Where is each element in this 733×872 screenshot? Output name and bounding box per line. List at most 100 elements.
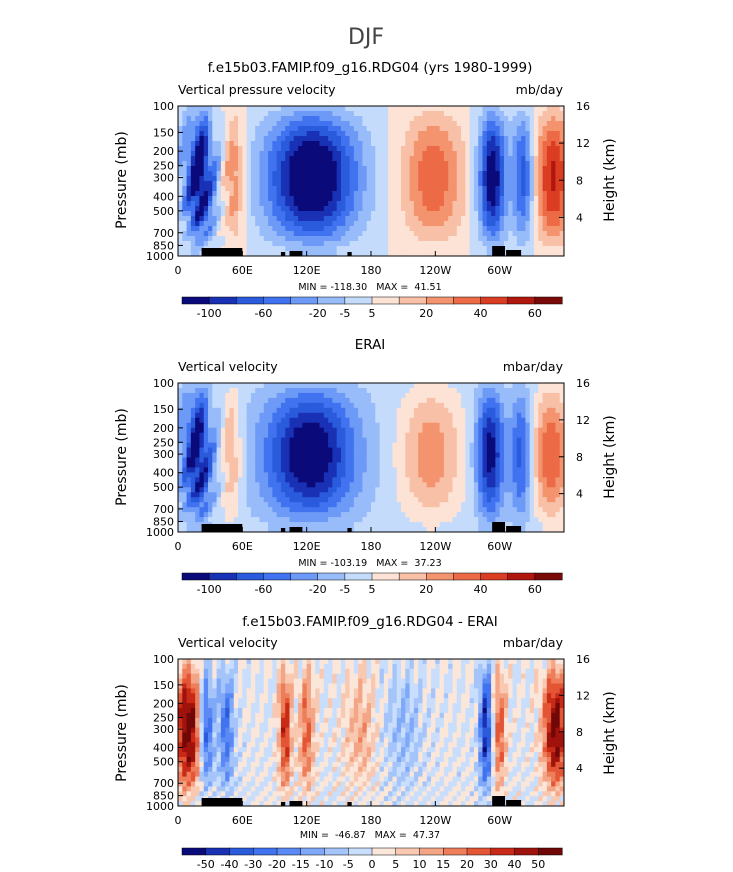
- heat-cell: [263, 467, 269, 473]
- heat-cell: [323, 151, 329, 157]
- heat-cell: [332, 236, 338, 242]
- heat-cell: [418, 442, 423, 448]
- heat-cell: [358, 186, 363, 192]
- colorbar-label: 20: [419, 307, 433, 320]
- heat-cell: [555, 171, 561, 177]
- heat-cell: [396, 226, 402, 232]
- heat-cell: [388, 211, 393, 217]
- heat-cell: [332, 146, 338, 152]
- heat-cell: [448, 402, 453, 409]
- heat-cell: [452, 472, 458, 478]
- heat-cell: [448, 432, 453, 439]
- heat-cell: [345, 131, 350, 137]
- heat-cell: [516, 156, 522, 162]
- heat-cell: [375, 397, 380, 404]
- heat-cell: [452, 497, 458, 503]
- heat-cell: [503, 191, 509, 197]
- heat-cell: [405, 392, 410, 399]
- heat-cell: [431, 111, 436, 117]
- heat-cell: [508, 383, 513, 389]
- heat-cell: [220, 417, 226, 424]
- heat-cell: [555, 216, 561, 222]
- heat-cell: [503, 422, 509, 429]
- heat-cell: [388, 141, 393, 147]
- heat-cell: [353, 221, 359, 227]
- heat-cell: [276, 502, 282, 508]
- heat-cell: [216, 447, 222, 453]
- heat-cell: [259, 136, 265, 142]
- heat-cell: [268, 111, 273, 117]
- heat-cell: [298, 166, 303, 172]
- heat-cell: [383, 492, 389, 498]
- heat-cell: [203, 241, 209, 247]
- heat-cell: [336, 432, 342, 439]
- heat-cell: [546, 111, 552, 117]
- heat-cell: [332, 196, 338, 202]
- heat-cell: [409, 497, 415, 503]
- heat-cell: [220, 467, 226, 473]
- heat-cell: [199, 181, 205, 187]
- heat-cell: [242, 141, 248, 147]
- heat-cell: [310, 251, 316, 257]
- y-axis-title: Pressure (mb): [114, 131, 130, 229]
- heat-cell: [491, 412, 496, 419]
- heat-cell: [178, 432, 183, 439]
- heat-cell: [353, 211, 359, 217]
- heat-cell: [516, 231, 522, 237]
- heat-cell: [533, 246, 539, 252]
- heat-cell: [422, 387, 428, 394]
- heat-cell: [242, 221, 248, 227]
- heat-cell: [431, 437, 436, 443]
- heat-cell: [405, 497, 410, 503]
- heat-cell: [503, 166, 509, 172]
- heat-cell: [559, 447, 565, 453]
- heat-cell: [349, 422, 355, 429]
- heat-cell: [508, 477, 513, 483]
- heat-cell: [516, 246, 522, 252]
- heat-cell: [512, 111, 518, 117]
- heat-cell: [388, 181, 393, 187]
- heat-cell: [255, 171, 260, 177]
- heat-cell: [521, 161, 526, 167]
- heat-cell: [345, 106, 350, 112]
- heat-cell: [461, 462, 466, 468]
- heat-cell: [336, 136, 342, 142]
- heat-cell: [478, 116, 483, 122]
- heat-cell: [491, 226, 496, 232]
- heat-cell: [461, 241, 466, 247]
- heat-cell: [443, 196, 449, 202]
- heat-cell: [280, 141, 286, 147]
- heat-cell: [208, 231, 213, 237]
- heat-cell: [529, 467, 535, 473]
- heat-cell: [499, 437, 505, 443]
- heat-cell: [310, 412, 316, 419]
- heat-cell: [456, 146, 462, 152]
- heat-cell: [542, 432, 548, 439]
- heat-cell: [306, 251, 312, 257]
- heat-cell: [323, 467, 329, 473]
- heat-cell: [538, 216, 543, 222]
- heat-cell: [319, 151, 325, 157]
- heat-cell: [379, 116, 385, 122]
- heat-cell: [379, 156, 385, 162]
- heat-cell: [375, 221, 380, 227]
- heat-cell: [285, 156, 290, 162]
- heat-cell: [422, 231, 428, 237]
- heat-cell: [310, 427, 316, 434]
- heat-cell: [353, 487, 359, 493]
- heat-cell: [216, 437, 222, 443]
- heat-cell: [439, 216, 445, 222]
- heat-cell: [366, 392, 372, 399]
- heat-cell: [178, 402, 183, 409]
- heat-cell: [388, 487, 393, 493]
- heat-cell: [555, 161, 561, 167]
- heat-cell: [555, 422, 561, 429]
- heat-cell: [551, 412, 556, 419]
- heat-cell: [208, 442, 213, 448]
- heat-cell: [383, 397, 389, 404]
- heat-cell: [216, 216, 222, 222]
- heat-cell: [349, 146, 355, 152]
- heat-cell: [465, 246, 471, 252]
- heat-cell: [195, 106, 200, 112]
- heat-cell: [439, 146, 445, 152]
